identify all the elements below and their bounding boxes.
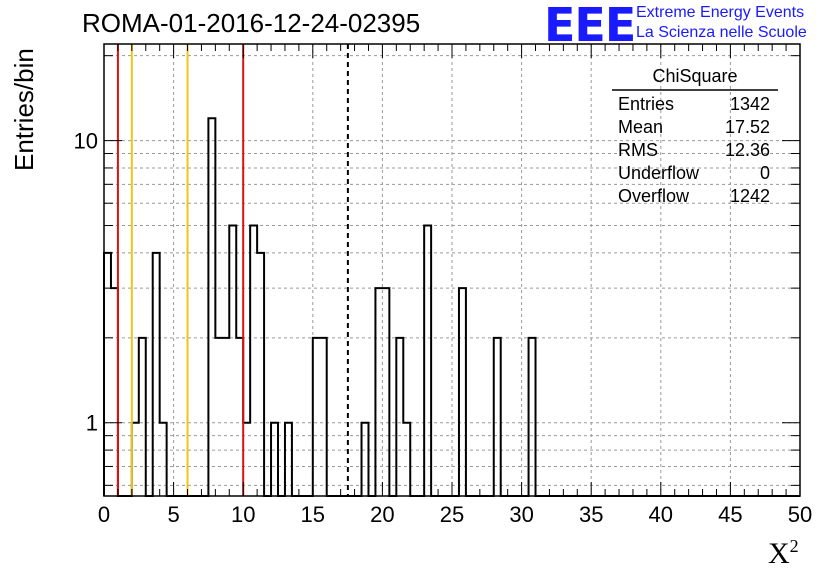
histogram-bin — [222, 338, 229, 496]
histogram-bin — [257, 253, 264, 496]
stats-title: ChiSquare — [652, 66, 737, 86]
stats-value: 12.36 — [725, 140, 770, 160]
marker-lines-layer — [116, 44, 349, 496]
histogram-bin — [139, 338, 146, 496]
chart-title: ROMA-01-2016-12-24-02395 — [82, 8, 421, 38]
stats-value: 1242 — [730, 186, 770, 206]
grid-layer — [104, 44, 800, 496]
histogram-bin — [250, 226, 257, 496]
histogram-bin — [424, 226, 431, 496]
stats-label: Mean — [618, 117, 663, 137]
histogram-bin — [111, 288, 118, 496]
histogram-bin — [243, 423, 250, 496]
x-tick-label: 20 — [370, 502, 394, 527]
x-tick-label: 40 — [649, 502, 673, 527]
x-tick-label: 35 — [579, 502, 603, 527]
stats-value: 17.52 — [725, 117, 770, 137]
histogram-bin — [160, 423, 167, 496]
histogram-bin — [229, 226, 236, 496]
histogram-bin — [313, 338, 320, 496]
logo-line2: La Scienza nelle Scuole — [636, 24, 807, 41]
x-tick-label: 30 — [509, 502, 533, 527]
histogram-bin — [285, 423, 292, 496]
histogram-bin — [104, 253, 111, 496]
histogram-bin — [215, 338, 222, 496]
histogram-bin — [236, 338, 243, 496]
histogram-bin — [529, 338, 536, 496]
x-tick-label: 50 — [788, 502, 812, 527]
histogram-bin — [494, 338, 501, 496]
logo-line1: Extreme Energy Events — [636, 4, 805, 21]
y-tick-label: 1 — [86, 411, 98, 436]
histogram-bin — [320, 338, 327, 496]
axes-layer: 0 5 10 15 20 25 30 35 40 45 50 1 10 — [74, 43, 812, 527]
x-tick-label: 0 — [98, 502, 110, 527]
histogram-bin — [153, 253, 160, 496]
stats-label: RMS — [618, 140, 658, 160]
histogram-bin — [271, 423, 278, 496]
stats-label: Overflow — [618, 186, 690, 206]
x-tick-label: 15 — [301, 502, 325, 527]
x-tick-label: 5 — [167, 502, 179, 527]
x-tick-label: 25 — [440, 502, 464, 527]
stats-box: ChiSquare Entries 1342 Mean 17.52 RMS 12.36 Und… — [612, 66, 778, 206]
y-tick-label: 10 — [74, 129, 98, 154]
histogram-bin — [459, 288, 466, 496]
histogram-bin — [382, 288, 389, 496]
x-tick-label: 10 — [231, 502, 255, 527]
x-tick-label: 45 — [718, 502, 742, 527]
histogram-bin — [403, 423, 410, 496]
histogram-bin — [208, 118, 215, 496]
histogram-bin — [375, 288, 382, 496]
histogram-bin — [132, 423, 139, 496]
stats-value: 0 — [760, 163, 770, 183]
stats-label: Entries — [618, 94, 674, 114]
stats-value: 1342 — [730, 94, 770, 114]
stats-label: Underflow — [618, 163, 700, 183]
histogram-bin — [362, 423, 369, 496]
x-axis-label: X2 — [768, 536, 799, 570]
histogram-bin — [396, 338, 403, 496]
